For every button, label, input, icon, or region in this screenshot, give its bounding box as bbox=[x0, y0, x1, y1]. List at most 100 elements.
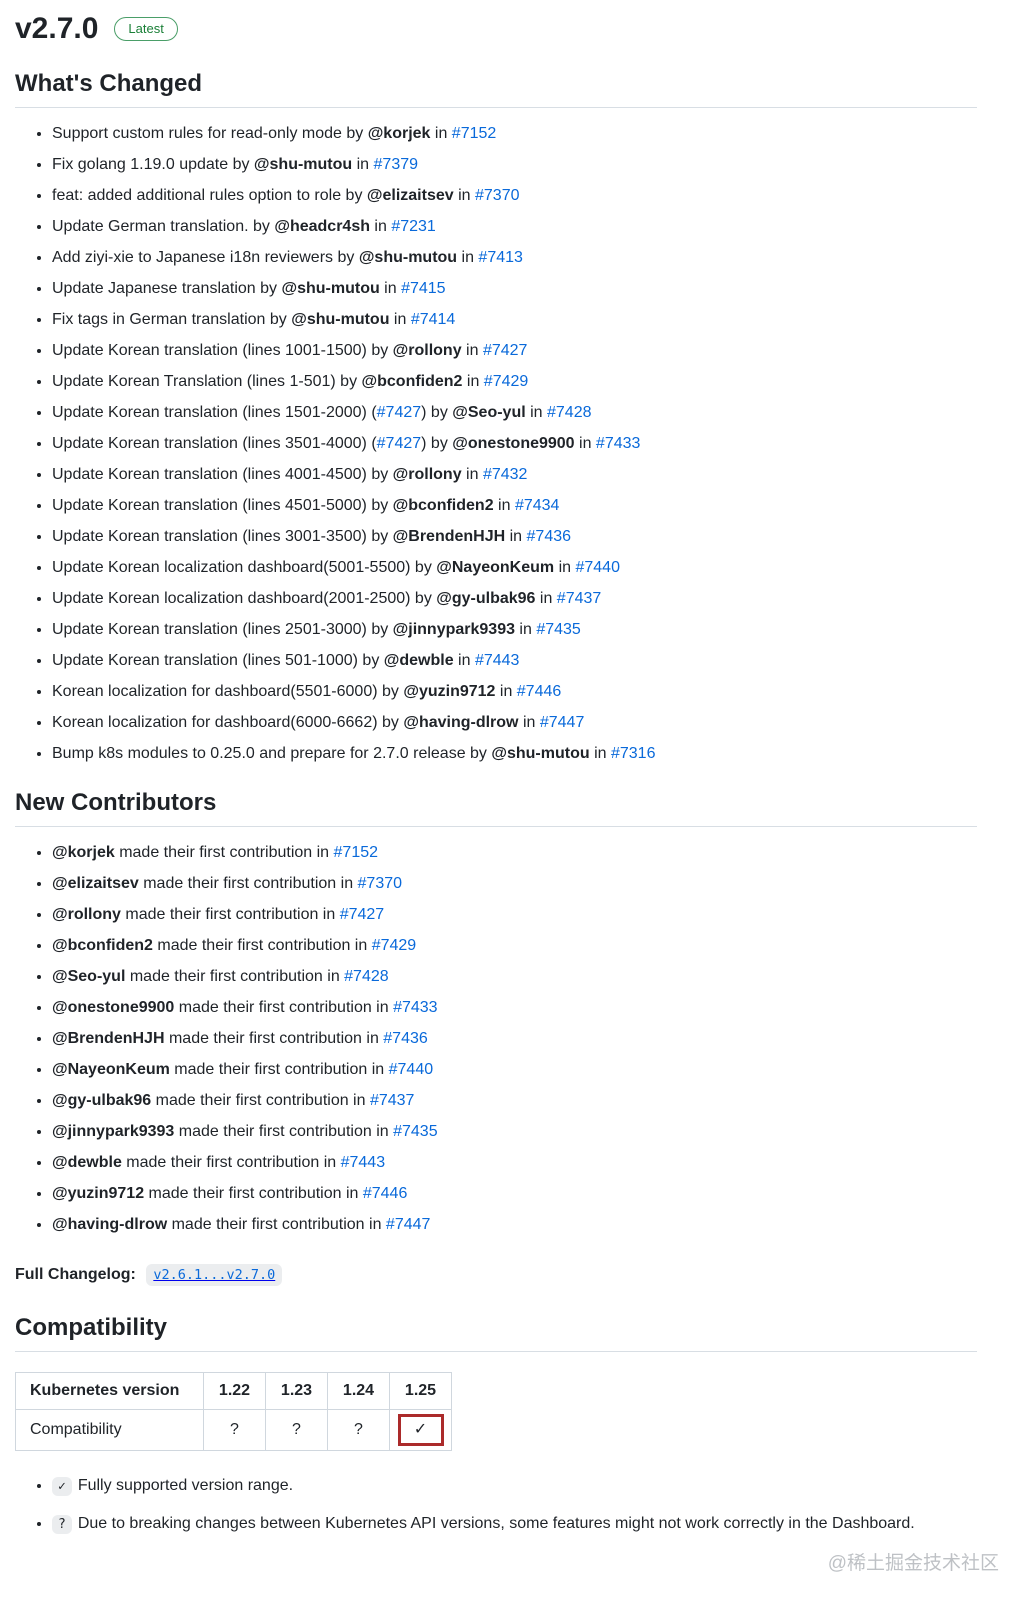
item-text: Fix tags in German translation by bbox=[52, 311, 292, 328]
pr-link[interactable]: #7428 bbox=[547, 404, 592, 421]
item-text: made their first contribution in bbox=[169, 1061, 389, 1078]
author-link[interactable]: @having-dlrow bbox=[52, 1216, 168, 1233]
author-link[interactable]: @shu-mutou bbox=[281, 280, 380, 297]
author-link[interactable]: @jinnypark9393 bbox=[52, 1123, 175, 1140]
pr-link[interactable]: #7446 bbox=[516, 683, 562, 700]
pr-link[interactable]: #7231 bbox=[391, 218, 436, 235]
changed-item: Support custom rules for read-only mode … bbox=[52, 123, 977, 145]
compare-code[interactable]: v2.6.1...v2.7.0 bbox=[146, 1264, 283, 1286]
author-link[interactable]: @bconfiden2 bbox=[392, 497, 494, 514]
item-text: Update Korean translation (lines 501-100… bbox=[52, 652, 384, 669]
pr-link[interactable]: #7427 bbox=[376, 404, 422, 421]
pr-link[interactable]: #7433 bbox=[393, 999, 438, 1016]
compatibility-table-row: Compatibility??? ✓ bbox=[15, 1409, 452, 1451]
item-text: in bbox=[379, 280, 402, 297]
pr-link[interactable]: #7435 bbox=[536, 621, 581, 638]
changed-item: Update Japanese translation by @shu-muto… bbox=[52, 278, 977, 300]
pr-link[interactable]: #7447 bbox=[539, 714, 585, 731]
author-link[interactable]: @korjek bbox=[52, 844, 115, 861]
changelog-compare-link[interactable]: v2.6.1...v2.7.0 bbox=[140, 1264, 283, 1286]
author-link[interactable]: @rollony bbox=[392, 342, 462, 359]
item-text: made their first contribution in bbox=[174, 1123, 394, 1140]
pr-link[interactable]: #7429 bbox=[371, 937, 417, 954]
pr-link[interactable]: #7436 bbox=[383, 1030, 428, 1047]
changed-item: Update Korean translation (lines 3001-35… bbox=[52, 526, 977, 548]
pr-link[interactable]: #7437 bbox=[556, 590, 602, 607]
item-text: in bbox=[453, 187, 475, 204]
author-link[interactable]: @gy-ulbak96 bbox=[436, 590, 536, 607]
item-text: Update Korean localization dashboard(200… bbox=[52, 590, 437, 607]
item-text: in bbox=[589, 745, 611, 762]
pr-link[interactable]: #7370 bbox=[475, 187, 520, 204]
pr-link[interactable]: #7152 bbox=[333, 844, 379, 861]
author-link[interactable]: @Seo-yul bbox=[52, 968, 126, 985]
pr-link[interactable]: #7427 bbox=[482, 342, 528, 359]
author-link[interactable]: @having-dlrow bbox=[403, 714, 519, 731]
author-link[interactable]: @shu-mutou bbox=[491, 745, 590, 762]
table-header-cell: 1.25 bbox=[389, 1372, 452, 1410]
pr-link[interactable]: #7152 bbox=[451, 125, 497, 142]
author-link[interactable]: @yuzin9712 bbox=[52, 1185, 145, 1202]
pr-link[interactable]: #7427 bbox=[376, 435, 422, 452]
item-text: ) by bbox=[421, 435, 453, 452]
pr-link[interactable]: #7427 bbox=[339, 906, 385, 923]
author-link[interactable]: @shu-mutou bbox=[291, 311, 390, 328]
author-link[interactable]: @yuzin9712 bbox=[403, 683, 496, 700]
item-text: Update Korean translation (lines 1501-20… bbox=[52, 404, 377, 421]
new-contributors-heading: New Contributors bbox=[15, 789, 977, 827]
pr-link[interactable]: #7433 bbox=[595, 435, 641, 452]
pr-link[interactable]: #7443 bbox=[474, 652, 520, 669]
author-link[interactable]: @elizaitsev bbox=[52, 875, 139, 892]
table-cell: Compatibility bbox=[15, 1409, 204, 1451]
changed-item: Update Korean translation (lines 4501-50… bbox=[52, 495, 977, 517]
pr-link[interactable]: #7437 bbox=[369, 1092, 415, 1109]
changed-item: Fix tags in German translation by @shu-m… bbox=[52, 309, 977, 331]
changed-item: Korean localization for dashboard(5501-6… bbox=[52, 681, 977, 703]
author-link[interactable]: @gy-ulbak96 bbox=[52, 1092, 152, 1109]
pr-link[interactable]: #7446 bbox=[362, 1185, 408, 1202]
author-link[interactable]: @onestone9900 bbox=[452, 435, 575, 452]
pr-link[interactable]: #7428 bbox=[344, 968, 389, 985]
pr-link[interactable]: #7434 bbox=[514, 497, 560, 514]
author-link[interactable]: @dewble bbox=[383, 652, 454, 669]
author-link[interactable]: @bconfiden2 bbox=[52, 937, 153, 954]
author-link[interactable]: @headcr4sh bbox=[274, 218, 370, 235]
author-link[interactable]: @Seo-yul bbox=[452, 404, 526, 421]
author-link[interactable]: @BrendenHJH bbox=[52, 1030, 165, 1047]
pr-link[interactable]: #7436 bbox=[526, 528, 572, 545]
author-link[interactable]: @shu-mutou bbox=[253, 156, 353, 173]
pr-link[interactable]: #7415 bbox=[401, 280, 446, 297]
author-link[interactable]: @rollony bbox=[392, 466, 462, 483]
author-link[interactable]: @bconfiden2 bbox=[361, 373, 463, 390]
pr-link[interactable]: #7370 bbox=[357, 875, 403, 892]
pr-link[interactable]: #7413 bbox=[478, 249, 523, 266]
pr-link[interactable]: #7440 bbox=[575, 559, 620, 576]
item-text: Korean localization for dashboard(5501-6… bbox=[52, 683, 404, 700]
changed-item: Update Korean translation (lines 501-100… bbox=[52, 650, 977, 672]
author-link[interactable]: @elizaitsev bbox=[366, 187, 454, 204]
contributor-item: @BrendenHJH made their first contributio… bbox=[52, 1028, 977, 1050]
note-symbol-code: ? bbox=[52, 1515, 72, 1534]
pr-link[interactable]: #7443 bbox=[340, 1154, 386, 1171]
pr-link[interactable]: #7429 bbox=[483, 373, 529, 390]
author-link[interactable]: @jinnypark9393 bbox=[392, 621, 515, 638]
author-link[interactable]: @NayeonKeum bbox=[52, 1061, 170, 1078]
pr-link[interactable]: #7435 bbox=[393, 1123, 438, 1140]
pr-link[interactable]: #7316 bbox=[610, 745, 656, 762]
whats-changed-list: Support custom rules for read-only mode … bbox=[15, 123, 977, 765]
author-link[interactable]: @onestone9900 bbox=[52, 999, 175, 1016]
item-text: in bbox=[505, 528, 527, 545]
author-link[interactable]: @shu-mutou bbox=[358, 249, 458, 266]
author-link[interactable]: @NayeonKeum bbox=[436, 559, 555, 576]
author-link[interactable]: @korjek bbox=[367, 125, 431, 142]
pr-link[interactable]: #7440 bbox=[388, 1061, 434, 1078]
author-link[interactable]: @rollony bbox=[52, 906, 121, 923]
pr-link[interactable]: #7414 bbox=[410, 311, 456, 328]
full-changelog-line: Full Changelog: v2.6.1...v2.7.0 bbox=[15, 1264, 977, 1286]
author-link[interactable]: @BrendenHJH bbox=[392, 528, 506, 545]
changed-item: Fix golang 1.19.0 update by @shu-mutou i… bbox=[52, 154, 977, 176]
author-link[interactable]: @dewble bbox=[52, 1154, 122, 1171]
pr-link[interactable]: #7432 bbox=[482, 466, 528, 483]
pr-link[interactable]: #7379 bbox=[373, 156, 419, 173]
pr-link[interactable]: #7447 bbox=[385, 1216, 431, 1233]
